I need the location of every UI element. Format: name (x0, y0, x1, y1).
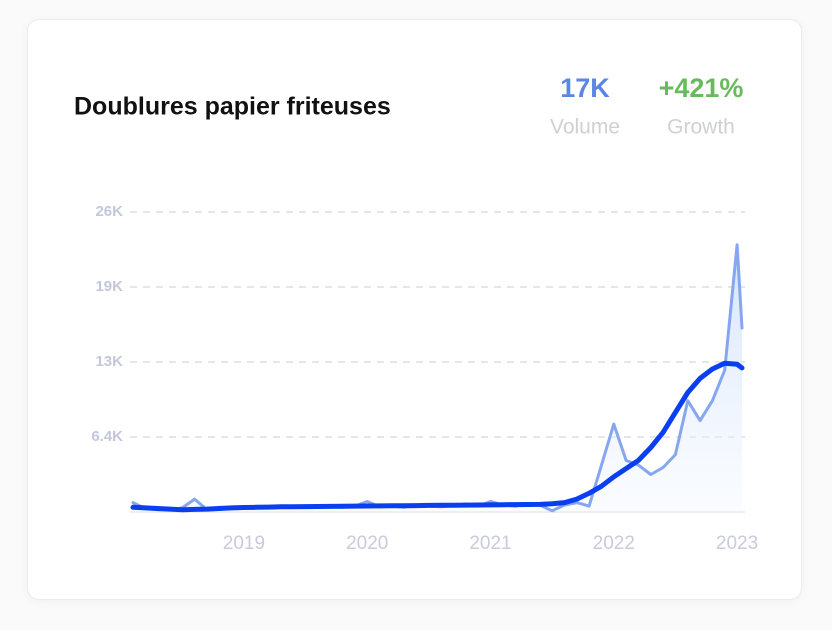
x-tick-label: 2020 (346, 533, 388, 554)
x-tick-label: 2022 (593, 533, 635, 554)
chart-title: Doublures papier friteuses (74, 93, 391, 121)
stat-value: +421% (659, 73, 744, 103)
y-tick-label: 26K (95, 203, 123, 220)
volume-line (131, 243, 744, 513)
x-tick-label: 2021 (469, 533, 511, 554)
stat-label: Volume (550, 116, 620, 139)
y-tick-label: 6.4K (91, 428, 123, 445)
y-tick-label: 13K (95, 353, 123, 370)
x-tick-label: 2023 (716, 533, 758, 554)
x-tick-label: 2019 (223, 533, 265, 554)
trend-line (130, 360, 745, 513)
area (133, 244, 742, 513)
y-tick-label: 19K (95, 278, 123, 295)
stat-value: 17K (560, 73, 610, 103)
stat-label: Growth (667, 116, 735, 139)
